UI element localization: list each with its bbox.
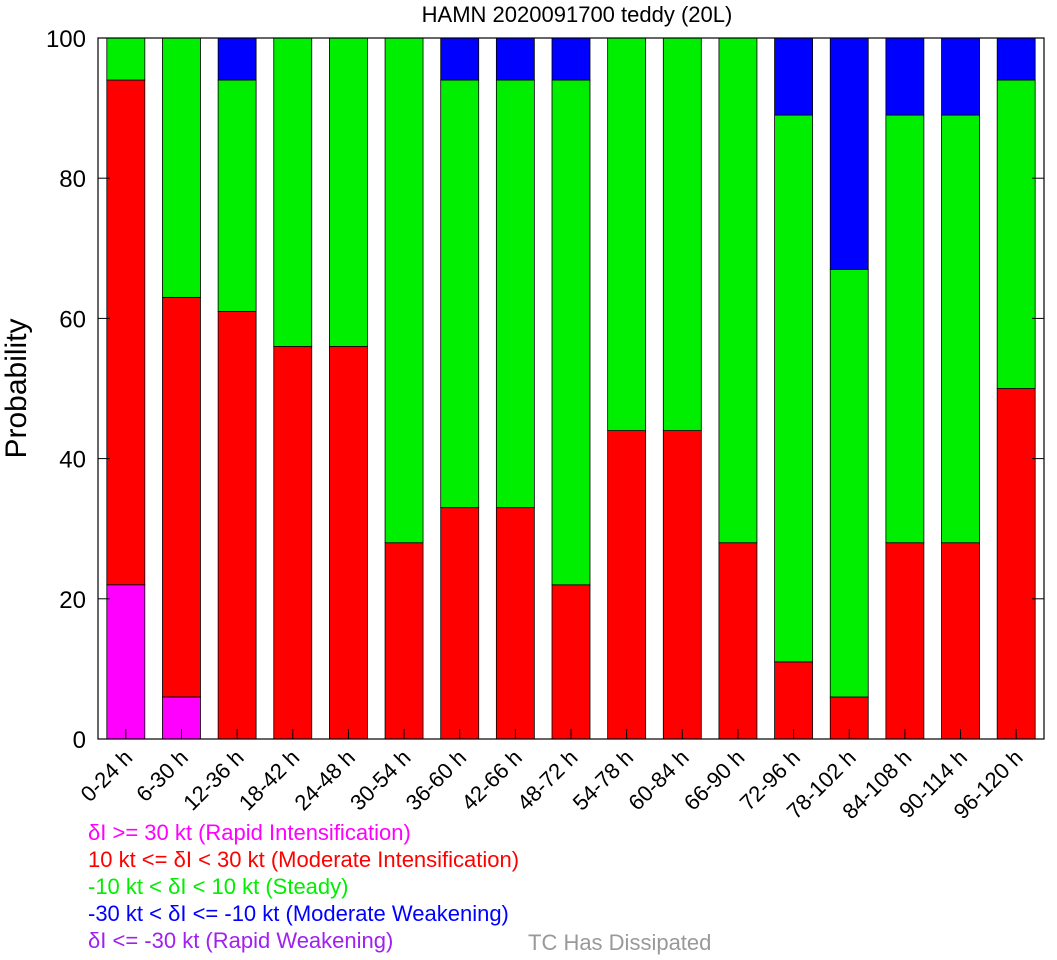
bar-66-90h-series-1 bbox=[718, 542, 758, 740]
bar-12-36h-series-2 bbox=[217, 79, 257, 312]
bars-group bbox=[106, 37, 1036, 740]
bar-54-78h-series-1 bbox=[607, 430, 647, 740]
bar-6-30h-series-1 bbox=[162, 296, 201, 698]
y-tick-label: 80 bbox=[59, 166, 86, 193]
bar-42-66h-series-3 bbox=[495, 37, 535, 81]
bar-6-30h-series-2 bbox=[162, 37, 201, 298]
bar-72-96h-series-1 bbox=[774, 661, 813, 740]
legend-item-3: -30 kt < δI <= -10 kt (Moderate Weakenin… bbox=[88, 901, 509, 926]
y-tick-label: 60 bbox=[59, 306, 86, 333]
bar-66-90h-series-2 bbox=[718, 37, 758, 544]
bar-36-60h-series-2 bbox=[440, 79, 480, 509]
bar-72-96h-series-2 bbox=[774, 114, 813, 663]
y-tick-label: 0 bbox=[73, 727, 86, 754]
bar-48-72h-series-2 bbox=[551, 79, 591, 586]
y-tick-label: 100 bbox=[46, 26, 86, 53]
bar-78-102h-series-2 bbox=[829, 268, 869, 698]
bar-78-102h-series-3 bbox=[829, 37, 869, 270]
bar-12-36h-series-1 bbox=[217, 310, 257, 740]
x-tick-label: 54-78 h bbox=[568, 745, 638, 815]
bar-30-54h-series-1 bbox=[384, 542, 424, 740]
bar-90-114h-series-3 bbox=[941, 37, 980, 116]
bar-60-84h-series-1 bbox=[662, 430, 702, 740]
legend-item-dissipated: TC Has Dissipated bbox=[528, 930, 712, 955]
bar-96-120h-series-3 bbox=[996, 37, 1036, 81]
x-tick-label: 12-36 h bbox=[178, 745, 248, 815]
legend-item-2: -10 kt < δI < 10 kt (Steady) bbox=[88, 874, 349, 899]
bar-0-24h-series-2 bbox=[106, 37, 146, 81]
x-tick-label: 60-84 h bbox=[623, 745, 693, 815]
bar-54-78h-series-2 bbox=[607, 37, 647, 431]
y-tick-label: 40 bbox=[59, 447, 86, 474]
bar-36-60h-series-1 bbox=[440, 507, 480, 740]
x-tick-label: 18-42 h bbox=[234, 745, 304, 815]
x-tick-label: 48-72 h bbox=[512, 745, 582, 815]
bar-48-72h-series-1 bbox=[551, 584, 591, 740]
bar-12-36h-series-3 bbox=[217, 37, 257, 81]
bar-42-66h-series-1 bbox=[495, 507, 535, 740]
bar-0-24h-series-0 bbox=[106, 584, 146, 740]
x-tick-label: 24-48 h bbox=[290, 745, 360, 815]
bar-42-66h-series-2 bbox=[495, 79, 535, 509]
x-tick-label: 42-66 h bbox=[456, 745, 526, 815]
y-axis-label: Probability bbox=[0, 318, 33, 458]
x-tick-label: 36-60 h bbox=[401, 745, 471, 815]
bar-84-108h-series-1 bbox=[885, 542, 925, 740]
bar-24-48h-series-2 bbox=[329, 37, 368, 347]
bar-60-84h-series-2 bbox=[662, 37, 702, 431]
bar-0-24h-series-1 bbox=[106, 79, 146, 586]
chart-title: HAMN 2020091700 teddy (20L) bbox=[422, 2, 733, 27]
x-tick-label: 30-54 h bbox=[345, 745, 415, 815]
bar-96-120h-series-2 bbox=[996, 79, 1036, 389]
legend-item-0: δI >= 30 kt (Rapid Intensification) bbox=[88, 820, 411, 845]
bar-96-120h-series-1 bbox=[996, 388, 1036, 740]
y-tick-label: 20 bbox=[59, 587, 86, 614]
legend-item-4: δI <= -30 kt (Rapid Weakening) bbox=[88, 928, 394, 953]
bar-72-96h-series-3 bbox=[774, 37, 813, 116]
bar-36-60h-series-3 bbox=[440, 37, 480, 81]
bar-18-42h-series-1 bbox=[273, 346, 313, 740]
bar-90-114h-series-2 bbox=[941, 114, 980, 544]
bar-84-108h-series-3 bbox=[885, 37, 925, 116]
legend-item-1: 10 kt <= δI < 30 kt (Moderate Intensific… bbox=[88, 847, 520, 872]
bar-90-114h-series-1 bbox=[941, 542, 980, 740]
bar-30-54h-series-2 bbox=[384, 37, 424, 544]
bar-24-48h-series-1 bbox=[329, 346, 368, 740]
bar-48-72h-series-3 bbox=[551, 37, 591, 81]
bar-84-108h-series-2 bbox=[885, 114, 925, 544]
x-tick-label: 0-24 h bbox=[76, 745, 138, 807]
bar-18-42h-series-2 bbox=[273, 37, 313, 347]
x-tick-label: 66-90 h bbox=[679, 745, 749, 815]
